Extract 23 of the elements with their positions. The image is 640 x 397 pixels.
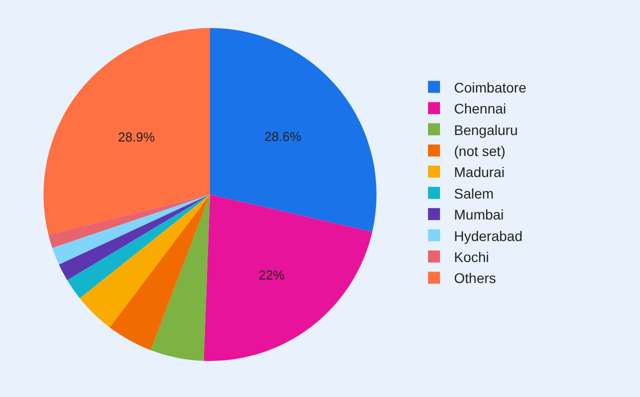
legend-label: Bengaluru [454,122,518,138]
pie-slice [110,194,210,350]
pie-slice [67,194,210,298]
pie-slice [210,28,376,232]
data-label: 28.9% [118,130,156,145]
data-label: 22% [258,268,286,283]
legend-label: Salem [454,185,494,202]
pie-slice [52,194,210,264]
legend-label: Hyderabad [454,228,522,244]
pie-slice [80,194,210,328]
pie-slice [58,194,210,280]
legend-label: Kochi [454,248,490,265]
pie-slice [48,194,210,248]
legend-label: Chennai [454,100,506,117]
legend-label: Others [454,270,496,286]
legend-label: (not set) [454,142,506,159]
pie-slice [150,194,210,361]
legend-label: Madurai [454,164,505,180]
legend-label: Coimbatore [454,79,527,96]
pie-slice [44,28,210,235]
data-label: 28.6% [264,128,302,144]
legend-label: Mumbai [454,206,504,223]
pie-slice [204,194,372,361]
